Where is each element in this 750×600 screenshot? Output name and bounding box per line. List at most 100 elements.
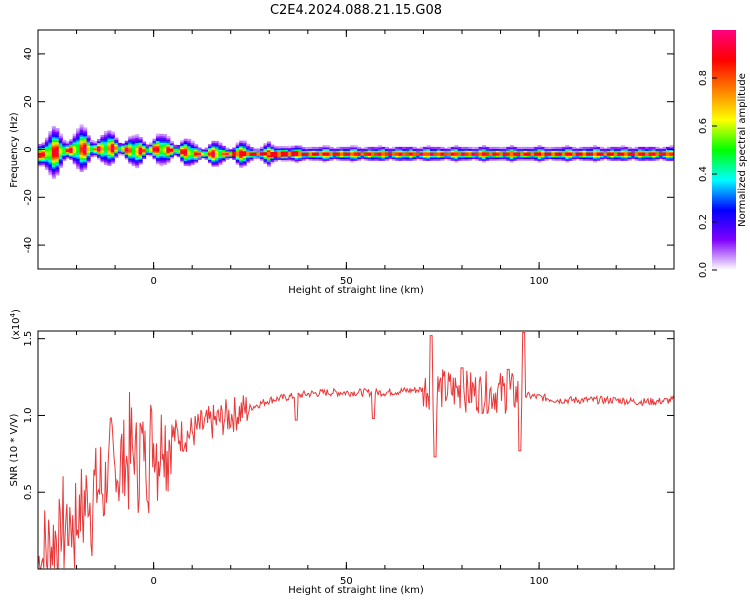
heatmap-cell bbox=[561, 151, 566, 155]
heatmap-cell bbox=[246, 160, 251, 163]
heatmap-cell bbox=[79, 136, 84, 139]
heatmap-cell bbox=[454, 160, 459, 163]
heatmap-cell bbox=[298, 153, 303, 157]
heatmap-cell bbox=[83, 149, 88, 152]
heatmap-cell bbox=[110, 156, 115, 159]
heatmap-cell bbox=[509, 158, 514, 161]
heatmap-cell bbox=[430, 146, 435, 150]
heatmap-cell bbox=[294, 157, 299, 160]
heatmap-cell bbox=[652, 155, 657, 158]
heatmap-cell bbox=[471, 155, 476, 158]
snr-scale-close: ) bbox=[11, 309, 22, 313]
heatmap-cell bbox=[221, 149, 226, 152]
heatmap-cell bbox=[55, 133, 60, 136]
heatmap-cell bbox=[166, 151, 171, 154]
heatmap-cell bbox=[51, 171, 56, 174]
heatmap-cell bbox=[166, 154, 171, 157]
heatmap-cell bbox=[72, 152, 77, 155]
heatmap-cell bbox=[627, 146, 632, 150]
heatmap-cell bbox=[329, 153, 334, 156]
snr-scale-prefix: (x10 bbox=[11, 317, 22, 340]
heatmap-cell bbox=[350, 151, 355, 155]
heatmap-cell bbox=[468, 148, 473, 151]
heatmap-cell bbox=[242, 152, 247, 155]
heatmap-cell bbox=[589, 146, 594, 150]
heatmap-cell bbox=[291, 152, 296, 155]
heatmap-cell bbox=[190, 150, 195, 154]
heatmap-cell bbox=[603, 156, 608, 160]
heatmap-cell bbox=[631, 151, 636, 155]
heatmap-cell bbox=[457, 146, 462, 150]
heatmap-cell bbox=[471, 156, 476, 160]
heatmap-cell bbox=[308, 146, 313, 150]
heatmap-cell bbox=[44, 149, 50, 152]
heatmap-cell bbox=[315, 156, 320, 160]
heatmap-cell bbox=[291, 150, 296, 154]
heatmap-cell bbox=[83, 160, 88, 164]
heatmap-cell bbox=[62, 155, 67, 158]
heatmap-cell bbox=[617, 153, 622, 156]
heatmap-cell bbox=[194, 150, 199, 154]
heatmap-cell bbox=[121, 153, 126, 156]
heatmap-cell bbox=[211, 164, 216, 167]
heatmap-cell bbox=[416, 153, 421, 156]
heatmap-cell bbox=[180, 158, 185, 161]
heatmap-cell bbox=[62, 150, 67, 153]
heatmap-cell bbox=[391, 158, 396, 161]
heatmap-cell bbox=[107, 140, 112, 143]
heatmap-cell bbox=[79, 144, 84, 147]
heatmap-cell bbox=[495, 151, 500, 155]
heatmap-cell bbox=[575, 148, 580, 151]
heatmap-cell bbox=[409, 156, 414, 160]
heatmap-cell bbox=[152, 153, 157, 156]
heatmap-cell bbox=[62, 141, 67, 144]
heatmap-cell bbox=[270, 153, 275, 156]
heatmap-cell bbox=[194, 149, 199, 152]
heatmap-cell bbox=[485, 148, 490, 151]
heatmap-cell bbox=[391, 156, 396, 160]
heatmap-cell bbox=[44, 137, 50, 140]
heatmap-cell bbox=[76, 153, 81, 156]
heatmap-cell bbox=[166, 147, 171, 150]
heatmap-cell bbox=[291, 154, 296, 157]
heatmap-cell bbox=[128, 148, 133, 151]
heatmap-cell bbox=[305, 150, 310, 153]
heatmap-cell bbox=[353, 153, 358, 156]
heatmap-cell bbox=[367, 153, 372, 156]
heatmap-cell bbox=[364, 151, 369, 155]
y-tick-label: 1.0 bbox=[23, 407, 34, 423]
heatmap-cell bbox=[180, 151, 185, 155]
heatmap-cell bbox=[207, 150, 213, 154]
heatmap-cell bbox=[100, 150, 105, 153]
heatmap-cell bbox=[55, 138, 60, 141]
heatmap-cell bbox=[266, 158, 272, 161]
heatmap-cell bbox=[613, 148, 618, 151]
heatmap-cell bbox=[162, 139, 167, 142]
heatmap-cell bbox=[190, 157, 195, 160]
heatmap-cell bbox=[55, 136, 60, 139]
heatmap-cell bbox=[450, 156, 455, 160]
heatmap-cell bbox=[117, 142, 122, 146]
heatmap-cell bbox=[114, 149, 119, 152]
heatmap-cell bbox=[166, 152, 171, 155]
heatmap-cell bbox=[218, 150, 223, 154]
heatmap-cell bbox=[211, 147, 216, 150]
heatmap-cell bbox=[506, 151, 511, 155]
heatmap-cell bbox=[131, 155, 136, 158]
heatmap-cell bbox=[662, 148, 667, 151]
y-tick-label: 1.5 bbox=[23, 331, 34, 347]
heatmap-cell bbox=[551, 155, 556, 158]
heatmap-cell bbox=[377, 151, 383, 155]
heatmap-cell bbox=[51, 144, 56, 147]
heatmap-cell bbox=[225, 147, 230, 150]
heatmap-cell bbox=[114, 155, 119, 159]
heatmap-cell bbox=[48, 146, 53, 149]
heatmap-cell bbox=[606, 156, 611, 160]
heatmap-cell bbox=[447, 155, 452, 158]
heatmap-cell bbox=[624, 156, 629, 160]
heatmap-cell bbox=[152, 138, 157, 141]
heatmap-cell bbox=[294, 150, 299, 153]
heatmap-cell bbox=[384, 153, 389, 156]
heatmap-cell bbox=[266, 143, 272, 146]
heatmap-cell bbox=[593, 151, 598, 155]
